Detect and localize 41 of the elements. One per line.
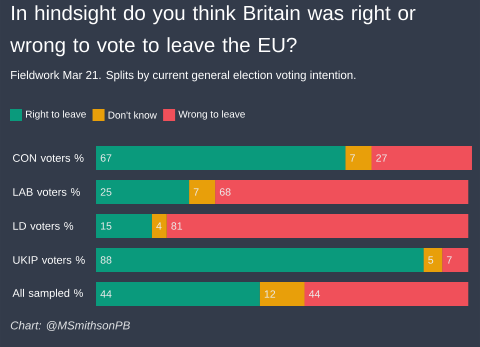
y-tick-label: LAB voters %: [13, 188, 80, 196]
data-label: 7: [194, 188, 199, 196]
bar: [96, 146, 346, 170]
bar: [189, 180, 216, 204]
data-label: 44: [100, 290, 112, 298]
data-label: 81: [171, 222, 182, 230]
y-tick-label: LD voters %: [13, 222, 74, 230]
bar: [345, 146, 372, 170]
bar: [96, 248, 424, 272]
bar: [96, 180, 190, 204]
data-label: 12: [264, 290, 276, 298]
bar: [96, 214, 152, 238]
bar: [152, 214, 167, 238]
data-label: 67: [100, 154, 112, 162]
bar: [96, 282, 260, 306]
data-label: 7: [350, 154, 355, 162]
chart-title: In hindsight do you think Britain was right or wrong to vote to leave the EU?: [10, 5, 416, 56]
y-tick-label: All sampled %: [12, 288, 83, 300]
chart-subtitle: Fieldwork Mar 21. Splits by current general election voting intention.: [11, 70, 356, 82]
bar: [371, 146, 472, 170]
data-label: 7: [446, 256, 452, 264]
data-label: 15: [101, 222, 112, 230]
data-label: 4: [156, 222, 162, 230]
legend-label: Don't know: [108, 111, 157, 119]
legend-label: Right to leave: [26, 110, 86, 120]
legend-label: Wrong to leave: [178, 110, 245, 120]
y-tick-label: UKIP voters %: [13, 256, 85, 264]
bar: [260, 282, 304, 306]
y-tick-label: CON voters %: [13, 154, 84, 162]
text: Chart: @MSmithsonPB: [10, 321, 130, 331]
data-label: 5: [428, 256, 434, 264]
data-label: 27: [376, 154, 387, 162]
data-label: 44: [308, 290, 320, 298]
bar: [166, 214, 468, 238]
bar: [304, 282, 468, 306]
bar: [442, 248, 468, 272]
data-label: 68: [220, 188, 231, 196]
data-label: 25: [100, 188, 112, 196]
bar: [424, 248, 442, 272]
data-label: 88: [100, 256, 112, 264]
bar: [215, 180, 468, 204]
